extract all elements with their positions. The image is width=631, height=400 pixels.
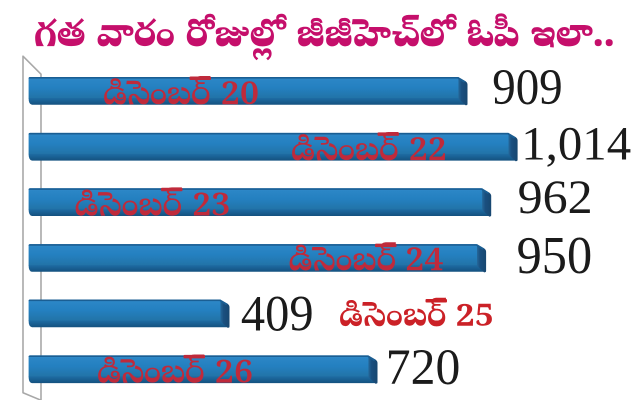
svg-text:909: 909 <box>492 58 562 115</box>
svg-text:950: 950 <box>517 227 593 286</box>
svg-text:409: 409 <box>241 285 314 341</box>
svg-text:1,014: 1,014 <box>521 118 631 170</box>
svg-text:720: 720 <box>386 338 461 394</box>
svg-text:962: 962 <box>518 170 593 224</box>
